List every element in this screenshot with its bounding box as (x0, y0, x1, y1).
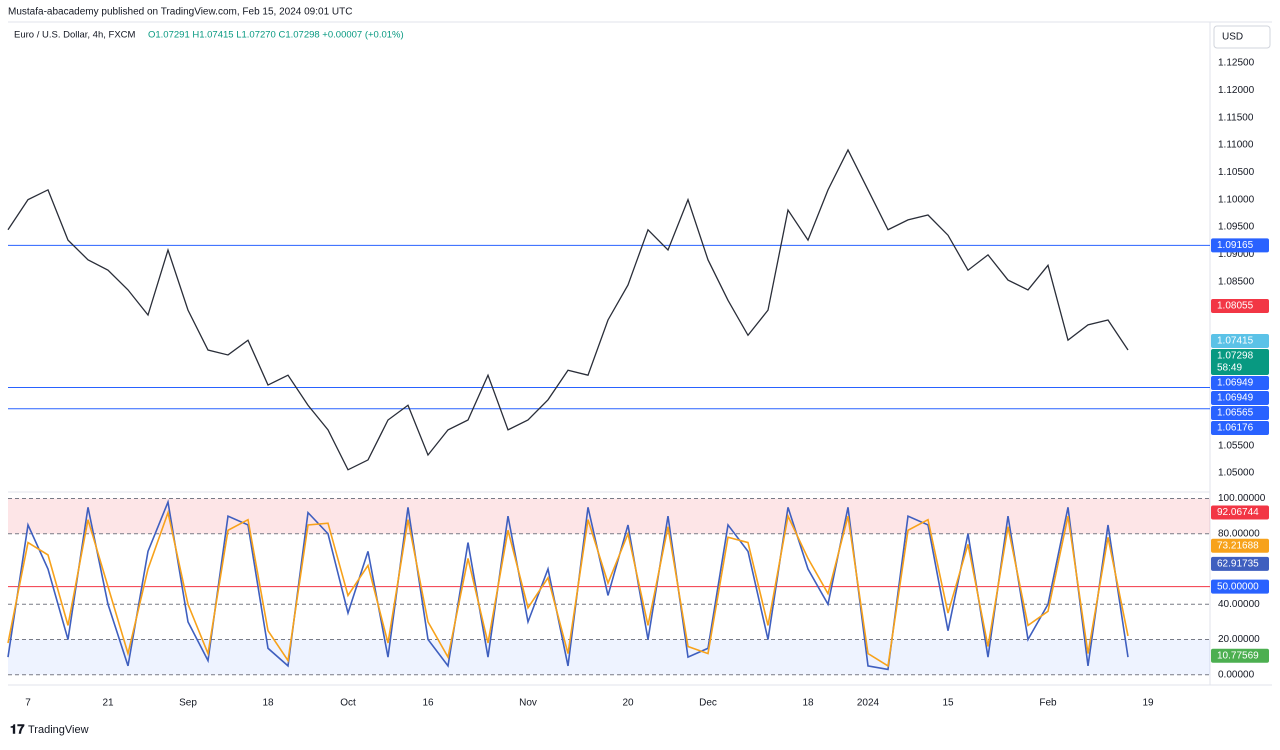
y-tick-label: 20.00000 (1218, 634, 1260, 645)
x-tick-label: Feb (1039, 698, 1057, 709)
y-tick-label: 1.11500 (1218, 112, 1254, 123)
y-tick-label: 1.05000 (1218, 468, 1255, 479)
currency: USD (1222, 32, 1243, 43)
price-label: 1.09165 (1217, 240, 1254, 251)
price-label: 50.00000 (1217, 581, 1259, 592)
price-label-box (1211, 421, 1269, 436)
x-tick-label: 19 (1142, 698, 1154, 709)
x-tick-label: Oct (340, 698, 356, 709)
publish-info: Mustafa-abacademy published on TradingVi… (8, 7, 352, 18)
y-tick-label: 100.00000 (1218, 493, 1266, 504)
price-label: 1.06949 (1217, 378, 1254, 389)
logo-mark: 𝟏𝟕 (10, 721, 25, 736)
x-tick-label: Sep (179, 698, 197, 709)
price-label-box (1211, 238, 1269, 253)
price-label: 1.08055 (1217, 301, 1254, 312)
series-line (7, 148, 1129, 471)
x-tick-label: 21 (102, 698, 114, 709)
price-label-box (1211, 334, 1269, 349)
y-tick-label: 1.12000 (1218, 85, 1255, 96)
x-tick-label: 2024 (857, 698, 880, 709)
x-tick-label: 18 (262, 698, 274, 709)
price-label: 1.07415 (1217, 336, 1254, 347)
price-label: 10.77569 (1217, 650, 1259, 661)
y-tick-label: 1.05500 (1218, 440, 1255, 451)
y-tick-label: 1.09500 (1218, 222, 1255, 233)
price-label-box (1211, 299, 1269, 314)
y-tick-label: 1.08500 (1218, 276, 1255, 287)
price-label-box (1211, 648, 1269, 663)
price-label: 73.21688 (1217, 540, 1259, 551)
y-tick-label: 0.00000 (1218, 669, 1255, 680)
x-tick-label: 15 (942, 698, 954, 709)
series-line (7, 499, 1129, 671)
price-label: 1.06565 (1217, 408, 1254, 419)
price-label: 1.06176 (1217, 423, 1254, 434)
y-tick-label: 80.00000 (1218, 528, 1260, 539)
x-tick-label: 7 (25, 698, 31, 709)
ohlc: O1.07291 H1.07415 L1.07270 C1.07298 +0.0… (148, 30, 404, 41)
x-tick-label: 18 (802, 698, 814, 709)
footer-brand: TradingView (28, 724, 89, 736)
price-label: 62.91735 (1217, 559, 1259, 570)
price-label-box (1211, 556, 1269, 571)
y-tick-label: 1.10000 (1218, 194, 1255, 205)
currency-button[interactable] (1213, 25, 1271, 49)
price-label-box (1211, 579, 1269, 594)
series-line (7, 509, 1129, 668)
x-tick-label: 16 (422, 698, 434, 709)
price-label: 92.06744 (1217, 507, 1259, 518)
y-tick-label: 1.10500 (1218, 167, 1255, 178)
y-tick-label: 1.09000 (1218, 249, 1255, 260)
price-label-box (1211, 538, 1269, 553)
price-label-box (1211, 391, 1269, 406)
x-tick-label: Dec (699, 698, 717, 709)
price-label-box (1211, 349, 1269, 376)
price-label-box (1211, 505, 1269, 520)
oversold-zone (8, 639, 1210, 675)
price-label-box (1211, 406, 1269, 421)
y-tick-label: 1.12500 (1218, 58, 1255, 69)
y-tick-label: 1.11000 (1218, 140, 1254, 151)
price-label-box (1211, 376, 1269, 391)
price-label: 1.07298 (1217, 351, 1254, 362)
x-tick-label: 20 (622, 698, 634, 709)
y-tick-label: 40.00000 (1218, 599, 1260, 610)
price-label: 1.06949 (1217, 393, 1254, 404)
countdown: 58:49 (1217, 363, 1242, 374)
symbol: Euro / U.S. Dollar, 4h, FXCM (14, 30, 136, 41)
overbought-zone (8, 498, 1210, 534)
x-tick-label: Nov (519, 698, 537, 709)
